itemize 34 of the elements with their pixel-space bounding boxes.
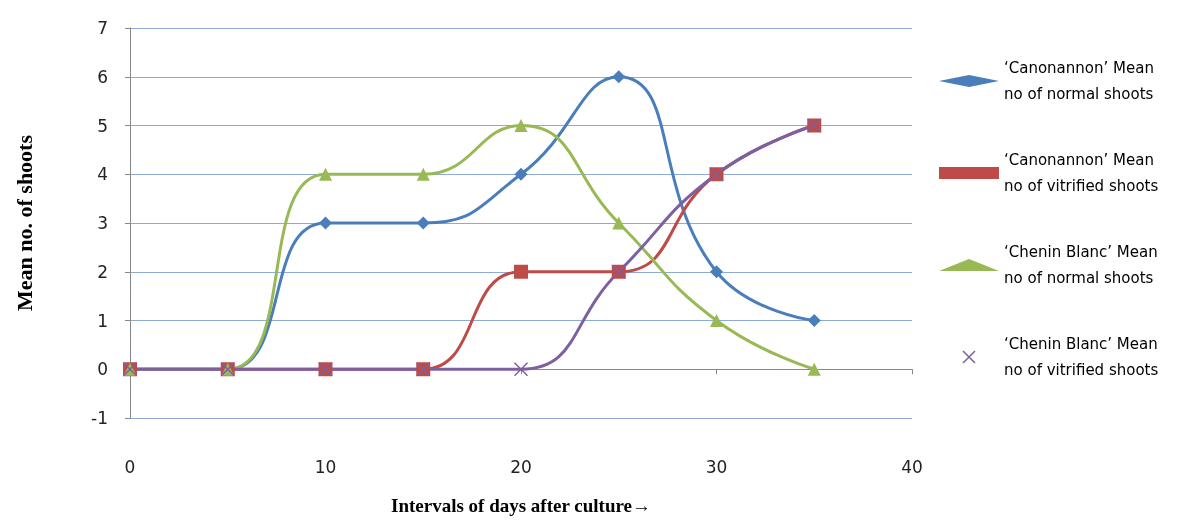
legend-label: ‘Canonannon’ Mean no of normal shoots: [1004, 59, 1159, 103]
point: [513, 362, 529, 377]
y-tick-label: 5: [97, 115, 108, 136]
y-tick-label: -1: [91, 408, 108, 428]
y-tick-label: 2: [97, 261, 108, 282]
point: [514, 167, 528, 181]
legend-label: ‘Canonannon’ Mean no of vitrified shoots: [1004, 151, 1159, 195]
point: [416, 167, 430, 181]
x-tick-label: 0: [124, 456, 136, 477]
point: [612, 216, 626, 230]
point: [514, 264, 528, 279]
point: [710, 265, 723, 279]
legend-label: ‘Chenin Blanc’ Mean no of vitrified shoots: [1004, 335, 1163, 379]
x-tick-label: 20: [510, 456, 532, 477]
point: [416, 216, 430, 230]
x-tick-label: 40: [901, 456, 923, 477]
point: [514, 119, 528, 132]
y-tick-label: 1: [97, 310, 108, 331]
x-axis-title: Intervals of days after culture→: [391, 495, 651, 516]
y-tick-label: 6: [97, 66, 108, 87]
point: [807, 362, 821, 376]
point: [807, 314, 821, 327]
y-tick-label: 0: [97, 359, 108, 380]
x-tick-label: 10: [314, 456, 337, 477]
legend-label: ‘Chenin Blanc’ Mean no of normal shoots: [1004, 243, 1163, 287]
point: [612, 70, 626, 84]
point: [710, 314, 723, 327]
y-tick-label: 3: [97, 213, 108, 233]
y-tick-label: 4: [97, 164, 108, 185]
y-tick-label: 7: [97, 18, 108, 38]
x-tick-label: 30: [705, 456, 728, 477]
point: [319, 167, 332, 181]
y-axis-title: Mean no. of shoots: [11, 134, 37, 312]
point: [319, 216, 332, 230]
